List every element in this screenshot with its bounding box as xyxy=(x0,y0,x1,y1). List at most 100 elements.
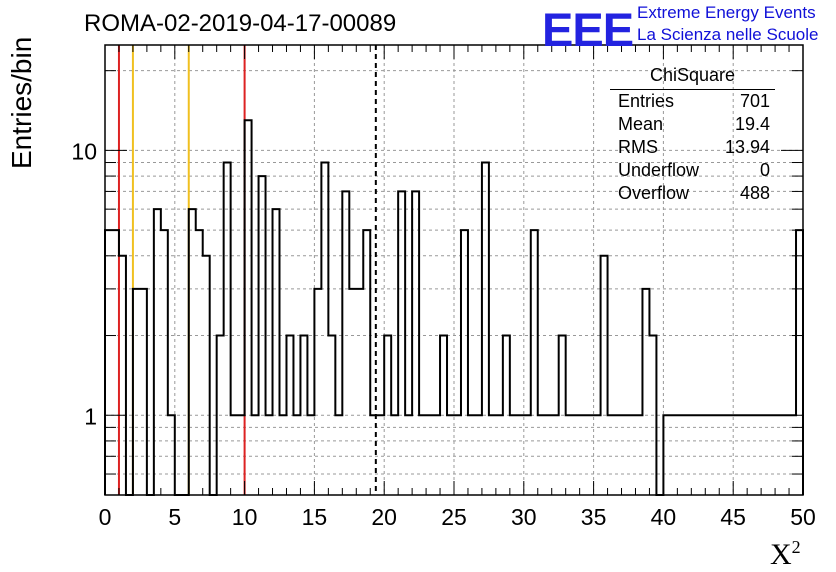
histogram-bin xyxy=(524,415,531,495)
histogram-bin xyxy=(503,336,510,495)
histogram-bin xyxy=(517,415,524,495)
histogram-bin xyxy=(622,415,629,495)
stats-row-overflow: Overflow 488 xyxy=(618,183,773,206)
histogram-bin xyxy=(691,415,698,495)
x-tick-label: 15 xyxy=(302,504,328,530)
histogram-bin xyxy=(133,289,140,495)
histogram-bin xyxy=(259,176,266,495)
x-tick-label: 45 xyxy=(720,504,746,530)
histogram-bin xyxy=(698,415,705,495)
stats-divider xyxy=(610,89,775,90)
stats-title: ChiSquare xyxy=(649,65,736,85)
axis-tick-labels: 0 5 10 15 20 25 30 35 40 45 50 1 10 xyxy=(71,138,815,530)
histogram-bin xyxy=(796,230,803,495)
histogram-bin xyxy=(447,415,454,495)
histogram-bin xyxy=(510,415,517,495)
histogram-bin xyxy=(587,415,594,495)
x-tick-label: 25 xyxy=(441,504,467,530)
histogram-bin xyxy=(768,415,775,495)
histogram-bin xyxy=(217,336,224,495)
eee-logo: EEE xyxy=(542,3,634,56)
histogram-bin xyxy=(203,256,210,495)
histogram-bin xyxy=(342,191,349,495)
histogram-bin xyxy=(747,415,754,495)
histogram-bin xyxy=(112,230,119,495)
y-axis-label: Entries/bin xyxy=(6,36,37,169)
stats-key: Underflow xyxy=(618,160,700,180)
stats-value: 13.94 xyxy=(724,137,770,157)
stats-value: 0 xyxy=(759,160,770,180)
histogram-bin xyxy=(286,336,293,495)
stats-row-underflow: Underflow 0 xyxy=(618,160,773,183)
stats-key: Overflow xyxy=(618,183,690,203)
histogram-bin xyxy=(280,415,287,495)
histogram-bin xyxy=(538,415,545,495)
stats-box: ChiSquare Entries 701 Mean 19.4 RMS 13.94 U… xyxy=(610,65,775,211)
x-axis-label-text: X xyxy=(770,538,792,571)
histogram-bin xyxy=(489,415,496,495)
histogram-bin xyxy=(733,415,740,495)
histogram-bin xyxy=(566,415,573,495)
x-tick-label: 35 xyxy=(581,504,607,530)
histogram-bin xyxy=(189,209,196,495)
histogram-bin xyxy=(670,415,677,495)
histogram-bin xyxy=(580,415,587,495)
histogram-bin xyxy=(105,230,112,495)
histogram-bin xyxy=(398,191,405,495)
histogram-bin xyxy=(601,256,608,495)
histogram-bin xyxy=(761,415,768,495)
x-tick-label: 20 xyxy=(371,504,397,530)
histogram-bin xyxy=(712,415,719,495)
histogram-bin xyxy=(552,415,559,495)
histogram-bin xyxy=(482,163,489,495)
histogram-bin xyxy=(252,415,259,495)
axis-ticks xyxy=(104,45,804,496)
x-tick-label: 0 xyxy=(99,504,112,530)
x-tick-label: 5 xyxy=(168,504,181,530)
histogram-bin xyxy=(468,415,475,495)
histogram-bin xyxy=(419,415,426,495)
histogram-bin xyxy=(384,336,391,495)
histogram-bin xyxy=(161,230,168,495)
histogram-bin xyxy=(119,256,126,495)
histogram-bin xyxy=(754,415,761,495)
histogram-bin xyxy=(224,163,231,495)
histogram-bin xyxy=(140,289,147,495)
stats-row-entries: Entries 701 xyxy=(618,91,773,114)
y-tick-label: 10 xyxy=(71,138,97,164)
x-axis-label-sup: 2 xyxy=(791,537,801,557)
histogram-bin xyxy=(314,289,321,495)
histogram-bin xyxy=(454,415,461,495)
histogram-bin xyxy=(663,415,670,495)
histogram-bin xyxy=(307,415,314,495)
histogram-bin xyxy=(335,415,342,495)
histogram-bin xyxy=(196,230,203,495)
org-line-2: La Scienza nelle Scuole xyxy=(637,25,819,44)
x-tick-label: 50 xyxy=(790,504,816,530)
stats-value: 19.4 xyxy=(734,114,770,134)
histogram-bin xyxy=(775,415,782,495)
histogram-bin xyxy=(461,230,468,495)
histogram-bin xyxy=(433,415,440,495)
histogram-bin xyxy=(559,336,566,495)
histogram-bin xyxy=(370,415,377,495)
histogram-bin xyxy=(573,415,580,495)
stats-row-mean: Mean 19.4 xyxy=(618,114,773,137)
histogram-bin xyxy=(328,336,335,495)
histogram-bin xyxy=(238,415,245,495)
x-tick-label: 30 xyxy=(511,504,537,530)
histogram-bin xyxy=(391,415,398,495)
histogram-bin xyxy=(531,230,538,495)
y-tick-label: 1 xyxy=(84,403,97,429)
histogram-bin xyxy=(426,415,433,495)
histogram-bin xyxy=(615,415,622,495)
histogram-bin xyxy=(321,163,328,495)
histogram-bin xyxy=(412,191,419,495)
histogram-bin xyxy=(545,415,552,495)
histogram-bin xyxy=(496,415,503,495)
histogram-bin xyxy=(377,415,384,495)
stats-value: 701 xyxy=(739,91,770,111)
histogram-bin xyxy=(245,120,252,495)
histogram-bin xyxy=(635,415,642,495)
